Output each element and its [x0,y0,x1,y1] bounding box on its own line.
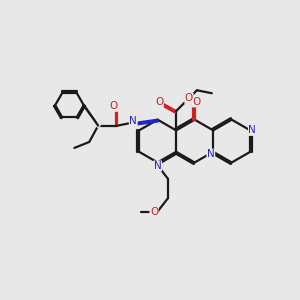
Text: O: O [110,101,118,111]
Text: N: N [154,161,161,171]
Text: N: N [207,149,215,159]
Text: O: O [185,93,193,103]
Text: O: O [192,97,200,107]
Text: N: N [248,125,256,135]
Text: O: O [150,206,158,217]
Text: O: O [155,97,163,107]
Text: N: N [129,116,137,126]
